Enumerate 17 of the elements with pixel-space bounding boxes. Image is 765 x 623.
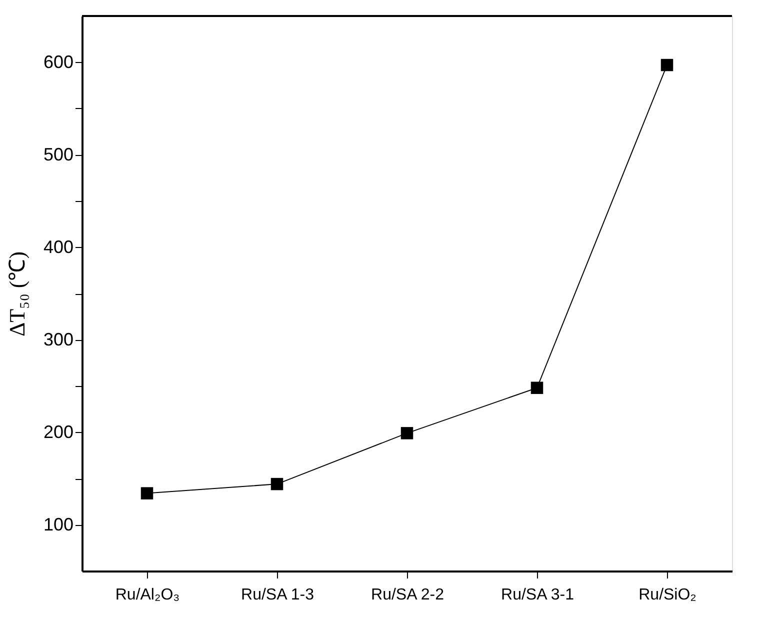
y-tick-label: 300 <box>43 329 74 350</box>
point <box>530 382 544 394</box>
point <box>270 478 284 490</box>
y-tick-label: 500 <box>43 144 74 164</box>
x-tick-label: Ru/SA 1-3 <box>241 586 314 604</box>
x-tick-label: Ru/Al₂O₃ <box>115 586 180 604</box>
point <box>400 427 414 440</box>
y-tick-label: 100 <box>43 514 74 534</box>
x-tick-label: Ru/SA 3-1 <box>501 586 574 604</box>
point <box>140 487 154 500</box>
point <box>660 58 674 72</box>
y-tick-label: 600 <box>43 52 74 72</box>
y-tick-label: 200 <box>43 422 74 442</box>
y-tick-label: 400 <box>43 236 74 257</box>
x-tick-label: Ru/SA 2-2 <box>371 586 444 604</box>
y-axis-title: ΔT₅₀ (℃) <box>4 251 30 337</box>
x-tick-label: Ru/SiO₂ <box>638 586 696 604</box>
